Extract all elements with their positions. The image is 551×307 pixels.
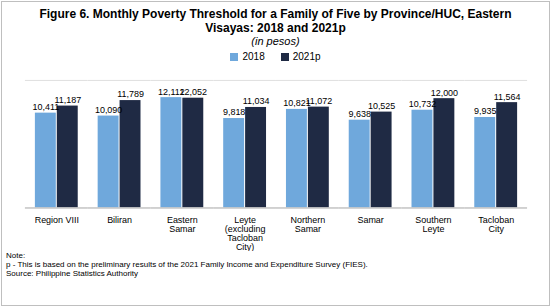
svg-text:10,411: 10,411 xyxy=(32,102,60,112)
svg-text:9,935: 9,935 xyxy=(474,106,496,116)
svg-text:10,821: 10,821 xyxy=(283,98,311,109)
svg-text:10,732: 10,732 xyxy=(409,99,436,109)
svg-text:10,090: 10,090 xyxy=(95,105,122,115)
svg-text:11,034: 11,034 xyxy=(243,96,270,106)
svg-text:SouthernLeyte: SouthernLeyte xyxy=(415,215,451,234)
svg-text:9,818: 9,818 xyxy=(223,107,245,117)
svg-text:Region VIII: Region VIII xyxy=(35,215,79,225)
svg-text:10,525: 10,525 xyxy=(368,101,395,111)
html-text:2018: 2018 xyxy=(242,51,265,62)
svg-text:11,072: 11,072 xyxy=(305,96,332,106)
html-text:(in pesos): (in pesos) xyxy=(251,35,300,47)
svg-text:12,000: 12,000 xyxy=(431,88,458,98)
html-text:2021p: 2021p xyxy=(292,51,321,62)
html-text:Source: Philippine Statistics: Source: Philippine Statistics Authority xyxy=(6,269,139,279)
svg-text:9,638: 9,638 xyxy=(348,109,371,120)
svg-text:12,052: 12,052 xyxy=(180,87,207,97)
html-text:Figure 6. Monthly Poverty Thre: Figure 6. Monthly Poverty Threshold for … xyxy=(39,7,512,35)
svg-text:12,112: 12,112 xyxy=(158,86,185,97)
html-text:Note:: Note: xyxy=(6,251,26,261)
svg-text:Samar: Samar xyxy=(357,215,383,225)
svg-text:EasternSamar: EasternSamar xyxy=(167,215,198,234)
svg-text:11,187: 11,187 xyxy=(54,95,81,105)
svg-text:11,789: 11,789 xyxy=(117,89,144,99)
svg-text:NorthernSamar: NorthernSamar xyxy=(290,215,325,234)
svg-text:Leyte(excludingTaclobanCity): Leyte(excludingTaclobanCity) xyxy=(225,215,266,251)
svg-text:11,564: 11,564 xyxy=(494,92,521,102)
svg-text:TaclobanCity: TaclobanCity xyxy=(478,215,514,234)
html-text:p - This is based on the preli: p - This is based on the preliminary res… xyxy=(6,260,368,270)
svg-text:Biliran: Biliran xyxy=(107,215,132,225)
